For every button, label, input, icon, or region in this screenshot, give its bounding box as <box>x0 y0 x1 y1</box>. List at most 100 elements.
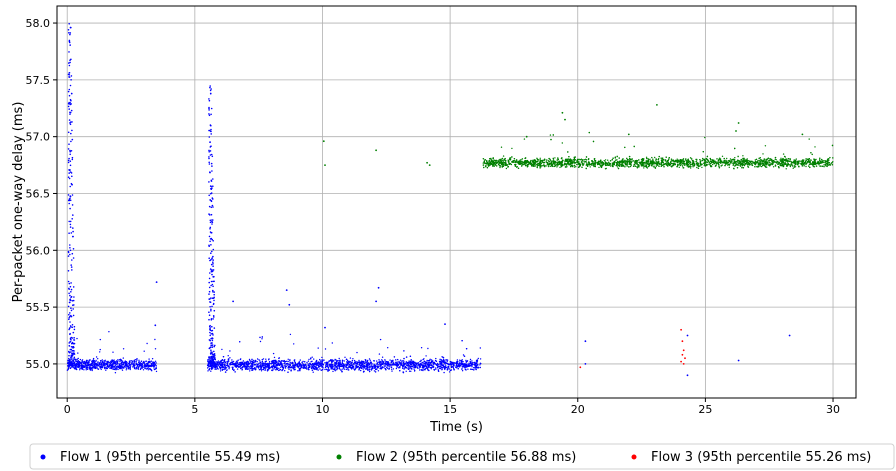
series-1-point <box>72 360 74 362</box>
series-1-point <box>70 282 72 284</box>
series-1-point <box>275 363 277 365</box>
series-1-point <box>210 308 212 311</box>
series-1-point <box>89 369 92 371</box>
series-1-point <box>210 231 213 234</box>
series-1-point <box>402 366 404 368</box>
series-1-point <box>210 349 212 352</box>
series-1-point <box>294 363 297 365</box>
series-1-point <box>109 364 111 366</box>
series-1-point <box>399 361 401 363</box>
series-1-point <box>341 363 344 365</box>
series-1-point <box>209 214 211 216</box>
series-1-point <box>298 364 301 366</box>
series-1-point <box>120 362 123 365</box>
series-1-point <box>390 366 393 369</box>
series-1-point <box>276 365 278 367</box>
series-1-point <box>226 364 229 366</box>
series-1-point <box>73 304 75 306</box>
series-1-point <box>143 361 145 363</box>
series-1-point <box>210 330 213 332</box>
series-1-point <box>267 366 269 368</box>
series-1-point <box>211 283 214 286</box>
series-1-point <box>209 219 212 222</box>
series-1-point <box>467 365 469 368</box>
series-1-point <box>293 343 295 345</box>
series-1-point <box>155 367 157 370</box>
series-1-point <box>446 368 449 370</box>
series-1-point <box>282 360 285 362</box>
series-1-point <box>391 360 393 362</box>
series-1-point <box>315 360 317 362</box>
series-1-point <box>69 199 72 202</box>
series-1-point <box>93 364 96 366</box>
series-1-point <box>139 362 141 364</box>
series-1-point <box>68 108 70 110</box>
series-1-point <box>107 366 110 368</box>
series-1-point <box>276 364 279 366</box>
series-1-point <box>212 255 214 258</box>
series-1-point <box>124 366 127 368</box>
series-1-point <box>67 365 70 368</box>
series-1-point <box>262 366 265 369</box>
series-1-point <box>346 364 348 366</box>
series-1-point <box>216 361 219 363</box>
series-1-point <box>147 361 150 364</box>
series-1-point <box>77 360 80 362</box>
series-1-point <box>274 366 276 368</box>
series-1-point <box>83 369 85 371</box>
series-1-point <box>211 352 213 355</box>
series-1-point <box>319 368 321 370</box>
series-1-point <box>429 359 431 361</box>
series-1-point <box>337 362 340 364</box>
series-1-point <box>210 130 212 133</box>
series-1-point <box>209 238 212 240</box>
series-1-point <box>412 362 414 365</box>
series-1-point <box>290 369 292 371</box>
series-1-point <box>410 367 413 370</box>
series-1-point <box>445 366 447 368</box>
series-1-point <box>106 361 109 363</box>
series-1-point <box>105 366 107 369</box>
series-1-point <box>128 365 130 367</box>
series-1-point <box>409 355 412 357</box>
series-1-point <box>217 365 219 367</box>
series-1-point <box>456 364 458 366</box>
series-1-point <box>71 204 74 206</box>
series-1-point <box>376 362 379 364</box>
series-1-point <box>307 368 310 371</box>
series-1-point <box>339 359 341 362</box>
series-1-point <box>212 269 215 271</box>
series-1-point <box>255 365 258 367</box>
series-1-point <box>324 368 326 371</box>
series-1-point <box>392 359 394 362</box>
series-1-point <box>379 361 381 363</box>
series-1-point <box>209 185 212 187</box>
series-1-point <box>381 356 384 358</box>
series-1-point <box>132 366 134 368</box>
series-1-point <box>448 368 450 370</box>
series-1-point <box>210 153 213 156</box>
series-1-point <box>213 299 215 302</box>
series-1-point <box>209 272 211 274</box>
series-1-point <box>113 362 115 364</box>
series-1-point <box>302 363 304 365</box>
series-1-point <box>73 328 76 331</box>
series-1-point <box>212 302 215 305</box>
series-1-point <box>377 286 380 289</box>
series-1-point <box>223 360 225 363</box>
series-1-point <box>272 365 274 368</box>
series-1-point <box>467 368 469 370</box>
series-1-point <box>409 367 411 369</box>
series-1-point <box>69 312 71 314</box>
series-1-point <box>119 365 122 367</box>
series-1-point <box>334 367 336 369</box>
series-1-point <box>217 368 219 370</box>
series-1-point <box>75 368 77 370</box>
series-1-point <box>212 263 214 265</box>
series-2-point <box>654 156 656 159</box>
series-1-point <box>247 366 249 368</box>
series-1-point <box>479 364 481 366</box>
series-1-point <box>363 370 365 372</box>
series-1-point <box>69 164 72 167</box>
series-1-point <box>321 359 323 361</box>
